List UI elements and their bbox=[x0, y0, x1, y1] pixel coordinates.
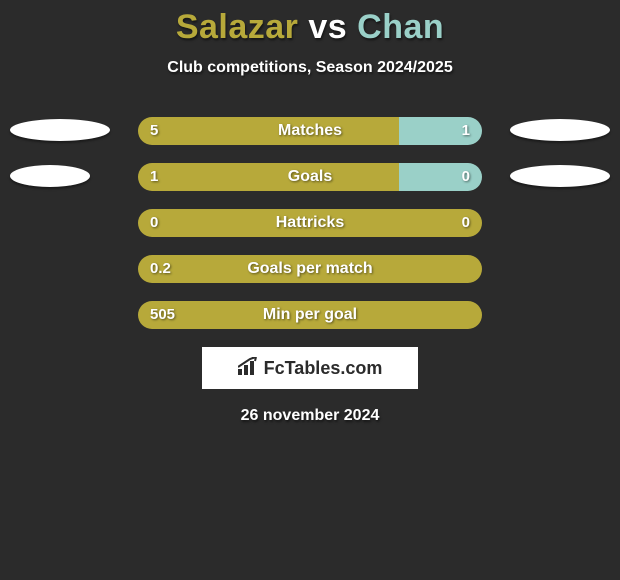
stats-container: 51Matches10Goals00Hattricks0.2Goals per … bbox=[0, 117, 620, 329]
stat-left-value: 5 bbox=[150, 117, 158, 145]
fctables-logo-icon bbox=[238, 357, 260, 380]
page-title: Salazar vs Chan bbox=[0, 0, 620, 47]
bar-left-segment bbox=[138, 255, 482, 283]
stat-left-value: 0 bbox=[150, 209, 158, 237]
stat-right-value: 0 bbox=[462, 209, 470, 237]
stat-left-value: 0.2 bbox=[150, 255, 171, 283]
left-club-badge bbox=[10, 119, 110, 141]
date-text: 26 november 2024 bbox=[0, 407, 620, 425]
stat-row: 0.2Goals per match bbox=[0, 255, 620, 283]
fctables-text: FcTables.com bbox=[264, 358, 383, 379]
bar-left-segment bbox=[138, 209, 482, 237]
bar-area bbox=[138, 255, 482, 283]
bar-area bbox=[138, 301, 482, 329]
stat-row: 51Matches bbox=[0, 117, 620, 145]
right-club-badge bbox=[510, 119, 610, 141]
bar-area bbox=[138, 117, 482, 145]
title-vs: vs bbox=[308, 8, 347, 46]
stat-left-value: 505 bbox=[150, 301, 175, 329]
bar-left-segment bbox=[138, 117, 399, 145]
stat-row: 10Goals bbox=[0, 163, 620, 191]
fctables-badge: FcTables.com bbox=[202, 347, 418, 389]
bar-left-segment bbox=[138, 163, 399, 191]
stat-left-value: 1 bbox=[150, 163, 158, 191]
stat-row: 505Min per goal bbox=[0, 301, 620, 329]
title-player2: Chan bbox=[357, 8, 444, 46]
stat-row: 00Hattricks bbox=[0, 209, 620, 237]
bar-left-segment bbox=[138, 301, 482, 329]
stat-right-value: 0 bbox=[462, 163, 470, 191]
bar-area bbox=[138, 163, 482, 191]
left-club-badge bbox=[10, 165, 90, 187]
right-club-badge bbox=[510, 165, 610, 187]
title-player1: Salazar bbox=[176, 8, 299, 46]
subtitle: Club competitions, Season 2024/2025 bbox=[0, 59, 620, 77]
stat-right-value: 1 bbox=[462, 117, 470, 145]
bar-area bbox=[138, 209, 482, 237]
